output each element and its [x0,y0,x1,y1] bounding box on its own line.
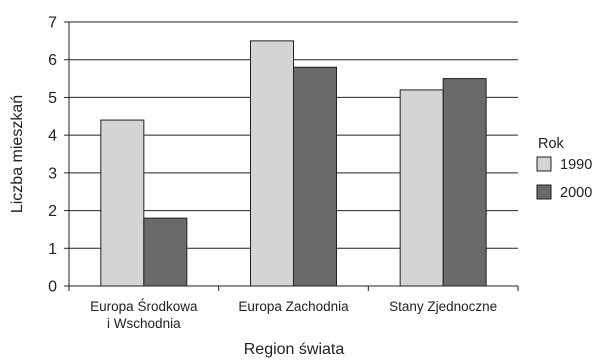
bar-2000 [442,78,487,287]
bar-1990 [100,119,145,287]
legend-swatch-2000 [536,184,552,200]
legend-title: Rok [538,136,565,152]
y-tick-labels: 0 1 2 3 4 5 6 7 [48,15,69,296]
bar-2000 [293,66,337,287]
x-category-label: Stany Zjednoczne [389,299,497,314]
y-tick-label: 1 [48,241,57,258]
y-tick-label: 7 [48,15,57,32]
bar-1990 [399,89,444,287]
y-axis-title: Liczba mieszkań [9,95,26,213]
bars [100,40,487,287]
x-category-labels: Europa Środkowa i Wschodnia Europa Zachodn… [90,299,497,331]
bar-2000 [143,217,188,287]
y-tick-label: 5 [48,90,57,107]
legend-label: 2000 [560,185,592,201]
x-axis-title: Region świata [244,341,345,358]
y-tick-label: 6 [48,52,57,69]
bar-1990 [250,40,294,287]
legend: Rok 1990 2000 [536,136,592,201]
legend-swatch-1990 [536,156,552,172]
x-category-label: i Wschodnia [107,316,181,331]
y-tick-label: 4 [48,128,57,145]
legend-label: 1990 [560,157,592,173]
y-tick-label: 3 [48,165,57,182]
y-tick-label: 2 [48,203,57,220]
legend-items: 1990 2000 [536,156,592,201]
x-category-label: Europa Środkowa [90,299,198,314]
y-tick-label: 0 [48,279,57,296]
x-category-label: Europa Zachodnia [238,299,349,314]
axes [68,22,519,291]
